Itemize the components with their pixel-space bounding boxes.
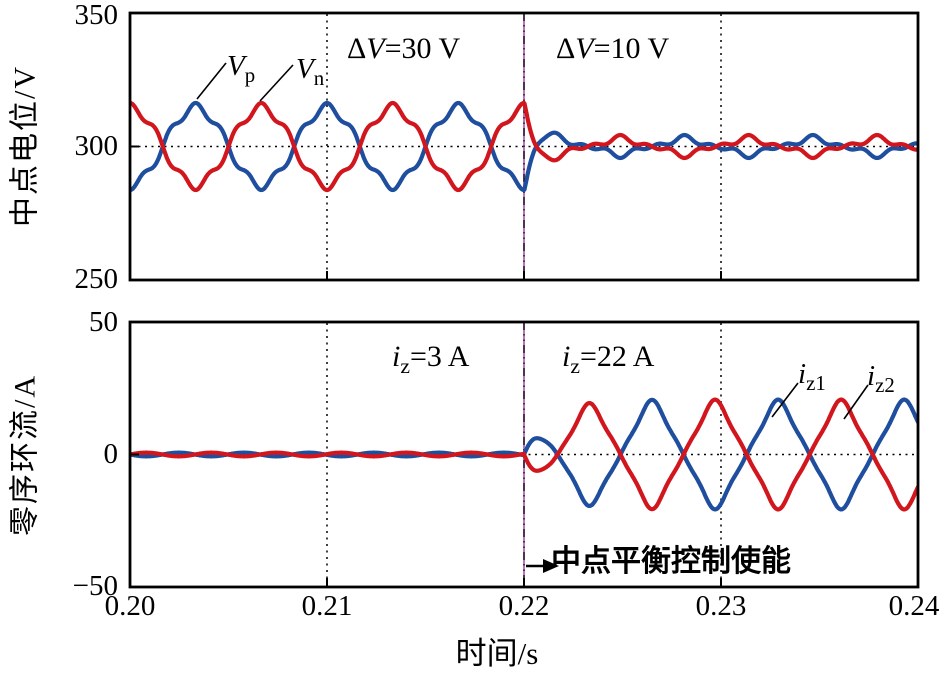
iz1-label-main: i: [798, 358, 807, 390]
iz1-pointer-line: [771, 382, 799, 418]
xtick-0.23: 0.23: [695, 590, 747, 622]
iz3-value: =3 A: [409, 340, 470, 373]
dv10-value: =10 V: [593, 32, 670, 65]
y-axis-title-voltage: 中点电位/V: [8, 65, 42, 227]
delta-symbol: Δ: [347, 32, 367, 65]
xtick-0.20: 0.20: [104, 590, 156, 622]
pointer-lines: [196, 62, 869, 420]
axis-ticks: [130, 145, 722, 587]
vp-label: Vp: [227, 51, 255, 91]
ytick-250: 250: [74, 263, 119, 295]
iz2-pointer-line: [843, 384, 869, 420]
y-axis-title-current: 零序环流/A: [8, 374, 42, 536]
ytick-300: 300: [74, 130, 119, 162]
annotation-dv10: ΔV=10 V: [556, 33, 669, 64]
vn-curve: [130, 100, 918, 193]
dv30-value: =30 V: [384, 32, 461, 65]
x-axis-title: 时间/s: [455, 636, 539, 671]
iz22-sub: z: [570, 354, 580, 378]
ytick-0: 0: [103, 438, 119, 470]
ytick-350: 350: [74, 0, 119, 31]
vn-label-sub: n: [313, 65, 325, 90]
iz3-sub: z: [400, 354, 410, 378]
voltage-curves: [130, 100, 918, 193]
dv10-var: V: [575, 32, 594, 65]
iz1-label-sub: z1: [806, 370, 826, 395]
vp-pointer-line: [196, 62, 227, 100]
event-annotation: 中点平衡控制使能: [551, 545, 791, 578]
annotation-iz3: iz=3 A: [392, 341, 469, 382]
vp-curve: [130, 100, 918, 193]
annotation-iz22: iz=22 A: [562, 341, 654, 382]
vp-label-sub: p: [244, 62, 256, 87]
iz1-label: iz1: [798, 359, 826, 399]
xtick-0.21: 0.21: [301, 590, 353, 622]
iz22-value: =22 A: [579, 340, 655, 373]
xtick-0.24: 0.24: [888, 590, 940, 622]
iz2-label-main: i: [867, 360, 876, 392]
event-arrow: [526, 559, 559, 573]
event-arrow-head-icon: [543, 559, 559, 573]
delta-symbol: Δ: [556, 32, 576, 65]
iz2-curve: [130, 397, 918, 512]
iz22-var: i: [562, 340, 571, 373]
iz2-label: iz2: [867, 361, 895, 401]
ytick-neg50: −50: [72, 570, 118, 602]
vn-label: Vn: [296, 54, 324, 94]
iz3-var: i: [392, 340, 401, 373]
vn-label-main: V: [296, 53, 314, 85]
vp-label-main: V: [227, 50, 245, 82]
iz2-label-sub: z2: [875, 372, 895, 397]
vn-pointer-line: [259, 64, 294, 102]
xtick-0.22: 0.22: [498, 590, 550, 622]
current-curves: [130, 397, 918, 512]
dv30-var: V: [366, 32, 385, 65]
ytick-50: 50: [89, 306, 118, 338]
annotation-dv30: ΔV=30 V: [347, 33, 460, 64]
